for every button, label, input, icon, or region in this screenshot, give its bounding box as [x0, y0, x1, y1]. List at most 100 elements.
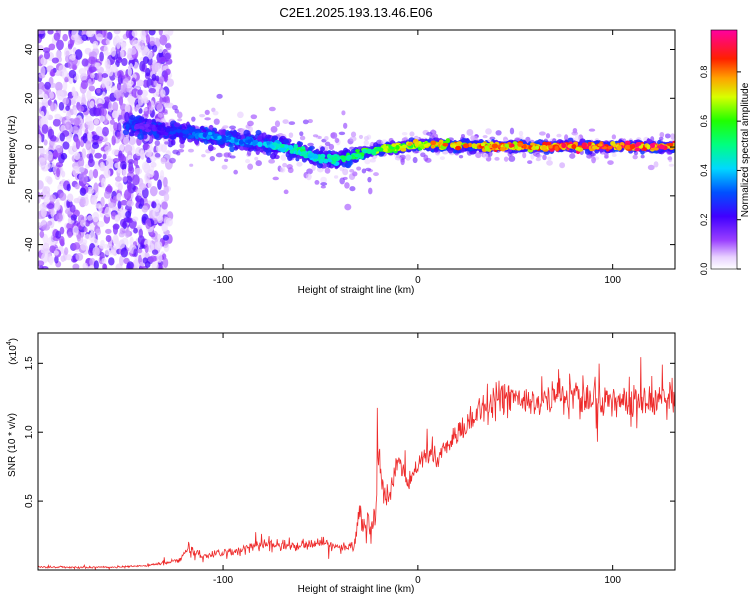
- spectrogram-cell: [233, 169, 238, 175]
- spectrogram-cell: [70, 34, 77, 41]
- spectrogram-cell: [270, 126, 278, 133]
- colorbar: 0.0 0.2 0.4 0.6 0.8 Normalized spectral ampl…: [699, 29, 750, 275]
- spectrogram-cell: [554, 145, 559, 152]
- spectrogram-cell: [169, 135, 177, 140]
- spectrogram-cell: [252, 140, 257, 147]
- spectrogram-cell: [105, 234, 112, 243]
- spectrogram-cell: [189, 163, 194, 167]
- x-tick-label: 0: [415, 575, 421, 586]
- spectrogram-cell: [119, 255, 124, 267]
- spectrogram-cell: [129, 48, 137, 55]
- y-tick-label: 0.5: [24, 494, 35, 508]
- spectrogram-cell: [144, 243, 149, 254]
- spectrogram-cell: [91, 142, 100, 149]
- spectrogram-cell: [503, 156, 509, 162]
- spectrogram-cell: [265, 134, 272, 139]
- spectrogram-cell: [110, 64, 118, 73]
- spectrogram-cell: [103, 168, 111, 179]
- spectrogram-cell: [646, 144, 651, 150]
- spectrogram-cell: [88, 56, 96, 65]
- spectrogram-cell: [47, 220, 53, 226]
- spectrogram-cell: [49, 245, 56, 253]
- spectrogram-cell: [607, 160, 614, 165]
- spectrogram-cell: [616, 145, 622, 151]
- spectrogram-cell: [320, 182, 328, 186]
- spectrogram-cell: [74, 49, 83, 60]
- spectrogram-cell: [151, 249, 159, 255]
- spectrogram-cell: [314, 180, 320, 185]
- spectrogram-cell: [106, 243, 113, 249]
- spectrogram-cell: [57, 183, 64, 192]
- spectrogram-cell: [103, 45, 109, 56]
- spectrogram-cell: [199, 113, 206, 118]
- spectrogram-cell: [204, 109, 210, 115]
- spectrogram-cell: [77, 157, 85, 168]
- spectrogram-cell: [38, 195, 41, 204]
- snr-scale-label: (x104): [6, 338, 19, 365]
- spectrogram-cell: [72, 63, 77, 71]
- spectrogram-cell: [504, 143, 510, 148]
- spectrogram-cell: [334, 137, 340, 143]
- spectrogram-cell: [120, 42, 127, 48]
- spectrogram-cell: [151, 62, 159, 73]
- spectrogram-cell: [341, 110, 346, 116]
- spectrogram-cell: [61, 116, 67, 127]
- spectrogram-cell: [559, 162, 566, 169]
- snr-y-label: SNR (10 * v/v): [7, 413, 18, 477]
- spectrogram-cell: [159, 34, 168, 46]
- spectrogram-cell: [90, 72, 95, 79]
- spectrogram-cell: [163, 102, 170, 108]
- spectrogram-cell: [664, 133, 671, 139]
- spectrogram-cell: [60, 255, 66, 262]
- spectrogram-cell: [137, 235, 145, 245]
- spectrogram-cell: [119, 144, 125, 151]
- spectrogram-cell: [137, 248, 143, 254]
- spectrogram-cell: [394, 156, 402, 161]
- spectrogram-cell: [343, 122, 348, 129]
- spectrogram-cell: [245, 158, 251, 164]
- spectrogram-cell: [333, 175, 339, 179]
- spectrogram-cell: [66, 110, 72, 120]
- spectrogram-cell: [156, 233, 161, 241]
- spectrogram-cell: [67, 231, 73, 238]
- spectrogram-cell: [647, 164, 655, 171]
- spectrogram-cell: [324, 135, 329, 141]
- spectrogram-cell: [324, 167, 331, 174]
- spectrogram-cell: [363, 135, 370, 141]
- x-tick-label: 100: [604, 275, 621, 286]
- spectrogram-cell: [162, 257, 169, 269]
- spectrogram-cell: [188, 128, 193, 134]
- spectrogram-cell: [84, 219, 90, 227]
- colorbar-tick-label: 0.4: [699, 164, 709, 177]
- spectrogram-cell: [237, 111, 244, 119]
- spectrogram-cell: [141, 45, 146, 57]
- spectrogram-cell: [74, 183, 80, 190]
- spectrogram-cell: [165, 128, 170, 133]
- spectrogram-cell: [89, 222, 95, 233]
- spectrogram-cell: [339, 177, 345, 185]
- colorbar-tick-label: 0.6: [699, 115, 709, 128]
- spectrogram-cell: [482, 134, 488, 139]
- spectrogram-cell: [135, 146, 143, 157]
- spectrogram-cell: [93, 118, 100, 125]
- spectrogram-cell: [172, 149, 179, 155]
- spectrogram-cell: [189, 135, 195, 139]
- spectrogram-cell: [78, 165, 85, 173]
- spectrogram-cell: [500, 146, 506, 152]
- spectrogram-cell: [38, 134, 42, 145]
- spectrogram-cell: [517, 142, 524, 147]
- spectrogram-cell: [556, 133, 562, 138]
- spectrogram-cell: [49, 93, 55, 99]
- spectrogram-cell: [280, 154, 287, 161]
- colorbar-label: Normalized spectral amplitude: [740, 82, 750, 217]
- spectrogram-cell: [101, 177, 106, 189]
- spectrogram-cell: [114, 214, 120, 223]
- spectrogram-cell: [145, 172, 150, 182]
- spectrogram-cell: [161, 201, 168, 210]
- spectrogram-cell: [59, 238, 64, 246]
- spectrogram-cell: [123, 189, 132, 201]
- spectrogram-cell: [104, 145, 112, 152]
- spectrogram-cell: [93, 182, 99, 194]
- spectrogram-cell: [162, 109, 168, 114]
- spectrogram-cell: [224, 158, 229, 162]
